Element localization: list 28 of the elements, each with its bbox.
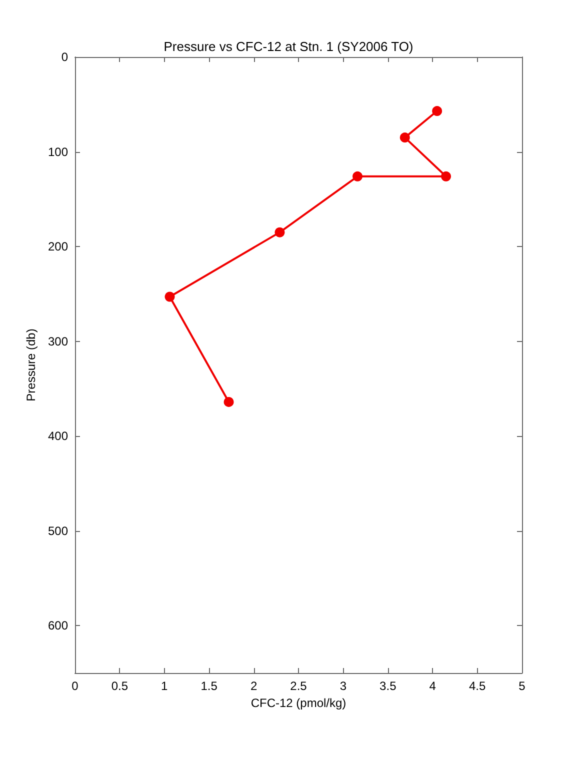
x-tick-label: 3 (340, 679, 347, 693)
point (400, 132, 410, 143)
y-axis-title: Pressure (db) (24, 328, 38, 402)
point (164, 292, 175, 302)
chart-title: Pressure vs CFC-12 at Stn. 1 (SY2006 TO) (164, 39, 414, 54)
x-axis-title: CFC-12 (pmol/kg) (250, 696, 346, 710)
x-tick-label: 3.5 (380, 679, 397, 693)
y-tick-label: 300 (48, 334, 68, 348)
x-tick-label: 1 (161, 679, 168, 693)
x-tick-label: 4 (429, 679, 436, 693)
x-tick-label: 0 (72, 679, 79, 693)
x-tick-label: 2.5 (290, 679, 308, 693)
point (274, 227, 285, 238)
y-tick-label: 600 (48, 618, 68, 633)
point (432, 106, 442, 116)
x-tick-label: 2 (250, 679, 258, 693)
point (224, 396, 234, 407)
x-tick-label: 0.5 (111, 679, 128, 693)
x-tick-label: 5 (518, 679, 526, 693)
y-tick-label: 100 (48, 144, 68, 159)
y-tick-label: 0 (61, 50, 68, 64)
y-tick-label: 500 (48, 524, 68, 538)
x-tick-label: 4.5 (468, 679, 486, 693)
y-tick-label: 400 (48, 429, 68, 444)
point (352, 171, 363, 182)
point (441, 171, 452, 182)
y-tick-label: 200 (48, 240, 68, 254)
x-tick-label: 1.5 (200, 679, 218, 693)
